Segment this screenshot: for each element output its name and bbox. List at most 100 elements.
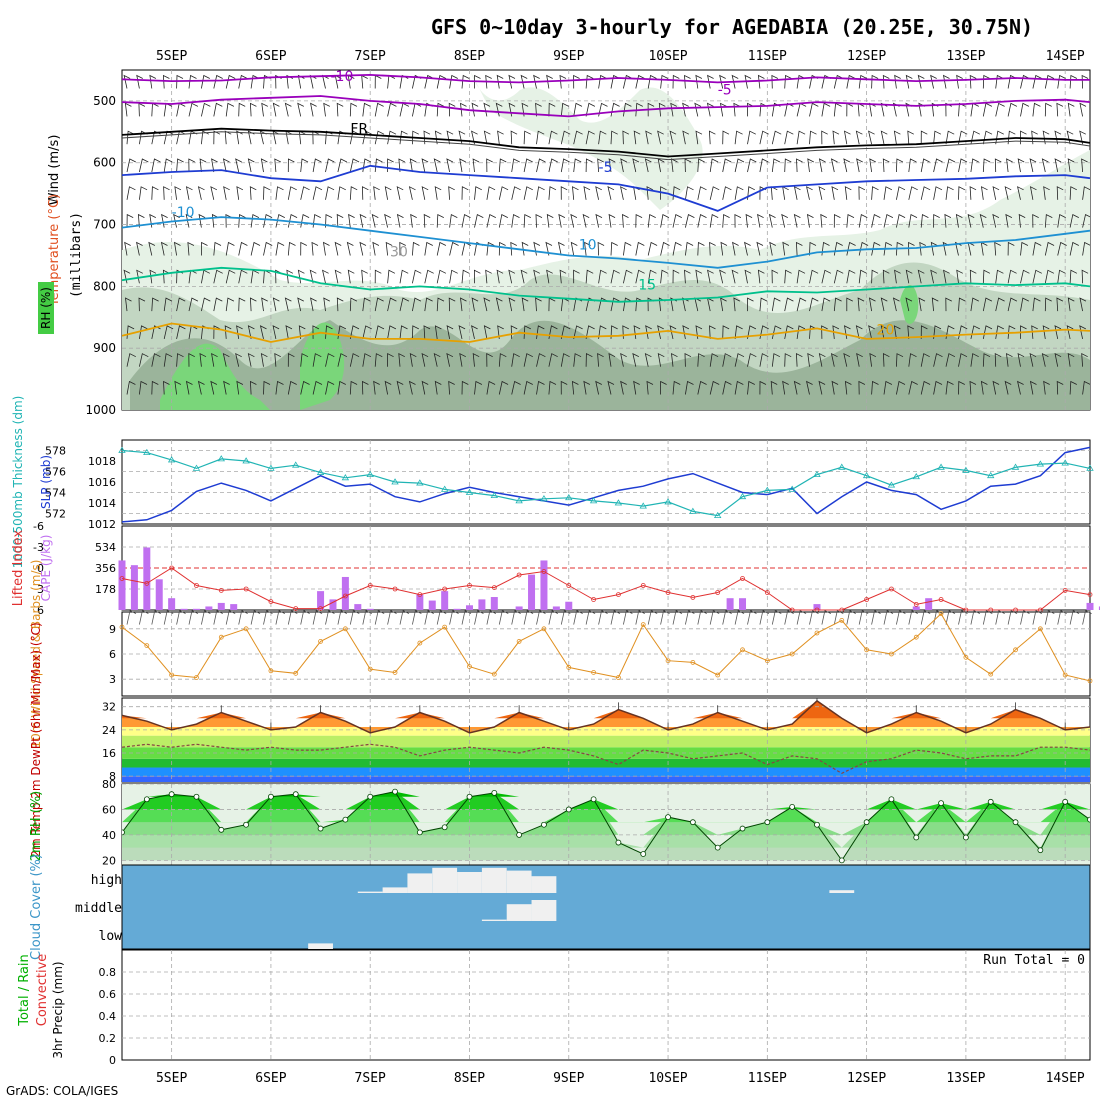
dewpoint-line xyxy=(122,743,1090,774)
wind-barb xyxy=(784,74,792,89)
y-tick-label: 500 xyxy=(93,94,116,108)
wind-barb xyxy=(1020,130,1027,145)
wind-barb xyxy=(694,102,702,117)
cloud-cell-high xyxy=(407,873,433,893)
wind-barb xyxy=(483,325,491,339)
cape-bar xyxy=(230,604,238,610)
wind-barb xyxy=(672,269,680,284)
wind-barb xyxy=(672,380,681,395)
wind-barb xyxy=(595,186,602,200)
wind-barb xyxy=(623,102,632,117)
wind-10m-label: 10m Wind Speed & Barbs (m/s) xyxy=(29,560,43,749)
wind-barb xyxy=(610,297,620,312)
wind-barb xyxy=(373,380,380,395)
wind-barb xyxy=(706,102,714,117)
wind-barb xyxy=(598,130,607,145)
wind-barb xyxy=(646,186,654,200)
wind-barb xyxy=(521,241,529,256)
wind-barb xyxy=(1081,74,1089,89)
thickness-point xyxy=(912,472,920,480)
wind-barb xyxy=(585,102,596,117)
wind-barb xyxy=(907,130,914,145)
wind-barb xyxy=(832,130,840,145)
wind-barb xyxy=(967,213,975,228)
wind-barb xyxy=(905,297,913,312)
wind-barb xyxy=(1032,213,1039,228)
y-tick-label: 0.4 xyxy=(99,1010,117,1023)
lifted-index-point xyxy=(1087,592,1093,597)
wind-barb-10m xyxy=(275,610,286,625)
wind-barb xyxy=(682,130,690,145)
rh-point xyxy=(1087,816,1090,823)
wind-barb xyxy=(582,213,590,228)
wind-barb xyxy=(533,269,540,284)
wind-barb xyxy=(846,297,853,312)
wind-barb xyxy=(1029,186,1037,200)
temp-2m-y-axis: 8 16 24 32 xyxy=(102,701,116,784)
wind-barb xyxy=(249,186,257,200)
thickness-point xyxy=(565,493,573,501)
precip-y-axis: 0 0.2 0.4 0.6 0.8 xyxy=(99,966,117,1067)
y-tick-label: 900 xyxy=(93,341,116,355)
wind-barb xyxy=(548,102,556,117)
wind-barb xyxy=(809,102,819,117)
wind-barb xyxy=(536,380,545,395)
cape-bar xyxy=(192,608,200,610)
lifted-index-point xyxy=(566,583,572,588)
wind-barb xyxy=(933,130,942,145)
wind-barb xyxy=(882,74,890,89)
wind-barb xyxy=(151,353,161,367)
wind-barb xyxy=(337,158,348,173)
wind-barb-10m xyxy=(747,610,757,625)
wind-barb xyxy=(151,297,159,312)
wind-barb xyxy=(238,269,248,284)
wind-barb xyxy=(249,102,257,117)
wind-barb xyxy=(894,74,901,89)
cape-bar xyxy=(180,608,188,610)
wind-barb xyxy=(287,214,298,228)
wind-barb xyxy=(1044,102,1052,117)
precip-panel: 0 0.2 0.4 0.6 0.8 Run Total = 0 Total / Rain… xyxy=(17,949,1091,1067)
wind-barb xyxy=(287,158,295,173)
wind-barb xyxy=(920,380,931,395)
wind-barb xyxy=(830,158,838,173)
cloud-cover-label: Cloud Cover (%) xyxy=(29,854,44,960)
wind-barb xyxy=(722,158,732,173)
wind-barb xyxy=(610,130,618,145)
wind-barb-10m xyxy=(498,610,509,625)
wind-barb xyxy=(833,297,842,312)
wind-barb-10m xyxy=(982,610,993,625)
wind-barb xyxy=(1020,74,1030,89)
y-tick-label-li: -3 xyxy=(33,541,44,554)
top-x-axis: 5SEP 6SEP 7SEP 8SEP 9SEP 10SEP 11SEP 12SEP 13SEP… xyxy=(156,49,1085,64)
wind-barb xyxy=(1069,186,1077,200)
wind-barb xyxy=(671,353,678,367)
wind-barb xyxy=(784,297,794,312)
wind-barb xyxy=(436,241,447,256)
wind-speed-point xyxy=(640,622,646,627)
wind-barb xyxy=(124,102,132,117)
lifted-index-point xyxy=(491,585,497,590)
wind-barb xyxy=(398,353,405,367)
wind-barb xyxy=(732,241,739,256)
wind-barb xyxy=(286,269,294,284)
wind-speed-point xyxy=(243,626,249,632)
wind-barb xyxy=(769,241,776,256)
wind-barb xyxy=(461,74,470,89)
wind-barb xyxy=(361,186,369,200)
wind-barb xyxy=(536,130,545,145)
wind-barb xyxy=(471,102,479,117)
wind-speed-point xyxy=(392,670,398,675)
cloud-level-label: low xyxy=(99,929,123,944)
wind-barb xyxy=(545,241,553,256)
wind-barb xyxy=(521,297,529,312)
wind-barb xyxy=(722,186,732,200)
wind-barb xyxy=(1032,269,1042,284)
rh-point xyxy=(814,821,820,828)
wind-barb xyxy=(793,186,801,200)
y-tick-label-slp: 1018 xyxy=(88,455,116,468)
cape-bar xyxy=(329,599,337,610)
wind-barb-10m xyxy=(660,610,670,625)
wind-barb xyxy=(323,297,330,312)
wind-barb xyxy=(359,241,367,256)
